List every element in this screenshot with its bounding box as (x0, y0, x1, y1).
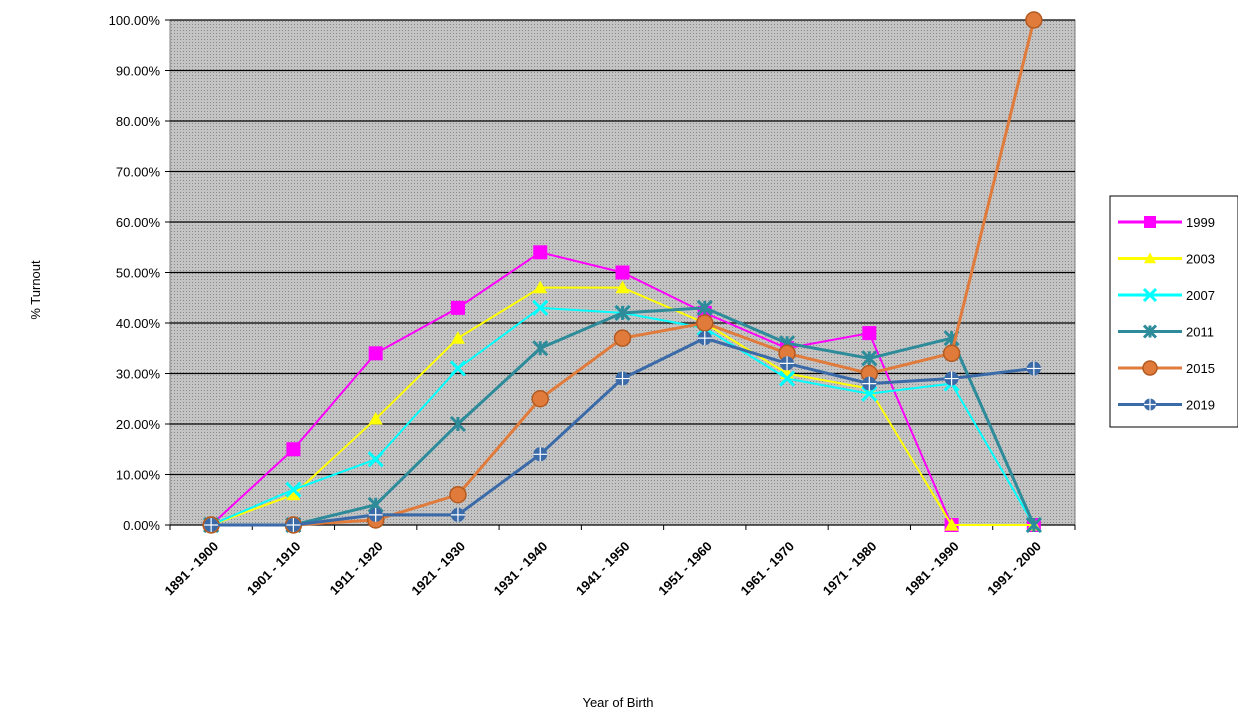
x-axis-title: Year of Birth (582, 695, 653, 710)
legend-label: 2019 (1186, 398, 1215, 413)
data-point (533, 245, 548, 260)
x-tick-label: 1931 - 1940 (491, 539, 551, 599)
data-point (368, 346, 383, 361)
y-tick-label: 60.00% (116, 215, 161, 230)
legend-item: 2011 (1118, 324, 1214, 340)
legend-item: 1999 (1118, 215, 1215, 230)
x-tick-label: 1971 - 1980 (820, 539, 880, 599)
data-point (1144, 216, 1156, 228)
y-tick-label: 100.00% (109, 13, 161, 28)
data-point (450, 331, 465, 344)
y-axis-ticks: 0.00% 10.00% 20.00% 30.00% 40.00% 50.00% 60.00… (109, 13, 170, 533)
x-tick-label: 1941 - 1950 (573, 539, 633, 599)
data-point (1025, 516, 1042, 534)
x-tick-label: 1991 - 2000 (984, 539, 1044, 599)
data-point (613, 329, 632, 347)
y-tick-label: 20.00% (116, 417, 161, 432)
y-tick-label: 40.00% (116, 316, 161, 331)
legend-item: 2015 (1118, 360, 1215, 376)
y-tick-label: 0.00% (123, 518, 160, 533)
data-point (532, 340, 549, 357)
series-lines (202, 11, 1043, 534)
data-point (944, 371, 959, 386)
x-tick-label: 1901 - 1910 (244, 539, 304, 599)
data-point (1144, 252, 1156, 264)
data-point (1026, 361, 1041, 376)
data-point (286, 487, 301, 501)
data-point (861, 350, 878, 367)
x-tick-label: 1911 - 1920 (327, 539, 386, 598)
legend-label: 2007 (1186, 288, 1215, 303)
x-tick-label: 1951 - 1960 (655, 539, 715, 599)
y-tick-label: 50.00% (116, 266, 161, 281)
data-point (285, 481, 302, 498)
data-point (450, 507, 465, 522)
data-point (367, 451, 384, 468)
legend-item: 2003 (1118, 252, 1215, 267)
data-point (862, 326, 877, 341)
gridlines (170, 19, 1075, 526)
data-point (696, 299, 713, 316)
y-tick-label: 10.00% (116, 468, 161, 483)
legend-label: 2015 (1186, 361, 1215, 376)
x-tick-label: 1891 - 1900 (162, 539, 222, 599)
data-point (861, 385, 878, 402)
data-point (862, 376, 877, 391)
data-point (615, 265, 630, 280)
x-axis-ticks: 1891 - 1900 1901 - 1910 1911 - 1920 1921 - … (162, 525, 1076, 599)
legend-item: 2019 (1118, 398, 1215, 413)
data-point (614, 304, 631, 321)
data-point (1142, 324, 1158, 339)
legend-item: 2007 (1118, 287, 1215, 303)
data-point (1142, 287, 1158, 303)
data-point (696, 314, 714, 332)
data-point (780, 356, 795, 371)
legend-label: 2003 (1186, 252, 1215, 267)
data-point (533, 280, 548, 294)
data-point (1144, 398, 1156, 411)
data-point (615, 280, 630, 294)
data-point (942, 344, 961, 363)
legend-box (1109, 195, 1238, 428)
data-point (615, 371, 630, 386)
y-tick-label: 90.00% (116, 64, 161, 79)
y-tick-label: 80.00% (116, 114, 161, 129)
data-point (1025, 11, 1043, 29)
data-point (450, 300, 465, 315)
data-point (1142, 360, 1158, 376)
data-point (697, 331, 712, 346)
data-point (531, 390, 549, 408)
legend-label: 2011 (1186, 325, 1214, 340)
x-tick-label: 1961 - 1970 (737, 539, 797, 599)
data-point (286, 518, 301, 532)
data-point (449, 360, 467, 377)
x-tick-label: 1981 - 1990 (902, 539, 962, 599)
series-2019 (204, 331, 1041, 532)
data-point (778, 370, 796, 387)
x-tick-label: 1921 - 1930 (408, 539, 468, 599)
legend: 1999 2003 2007 2011 2015 2019 (1109, 195, 1238, 428)
data-point (449, 485, 467, 504)
legend-label: 1999 (1186, 215, 1215, 230)
y-axis-title: % Turnout (28, 260, 43, 320)
y-tick-label: 70.00% (116, 165, 161, 180)
data-point (368, 411, 383, 425)
data-point (368, 507, 383, 522)
data-point (204, 518, 219, 532)
data-point (533, 447, 548, 462)
data-point (286, 442, 301, 457)
data-point (532, 299, 549, 316)
data-point (944, 518, 959, 531)
data-point (449, 415, 467, 433)
y-tick-label: 30.00% (116, 367, 161, 382)
